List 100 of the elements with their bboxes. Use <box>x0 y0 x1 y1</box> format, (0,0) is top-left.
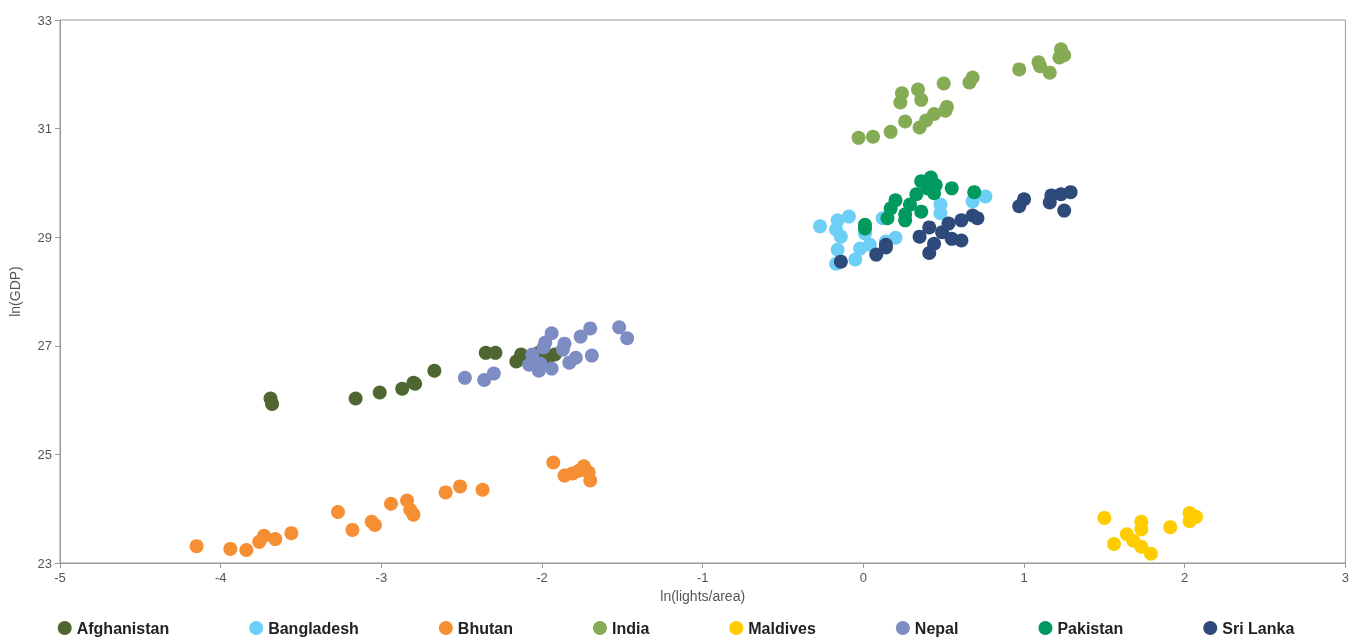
point <box>223 541 238 556</box>
point <box>933 206 948 221</box>
point <box>965 70 980 85</box>
y-tick-label: 31 <box>37 121 52 137</box>
point <box>457 370 472 385</box>
point <box>372 385 387 400</box>
point <box>330 504 345 519</box>
x-tick-label: -1 <box>696 570 709 585</box>
point <box>1097 510 1112 525</box>
point <box>922 220 937 235</box>
x-tick-label: 2 <box>1181 570 1189 585</box>
x-tick-label: 1 <box>1020 570 1028 585</box>
point <box>954 233 969 248</box>
point <box>583 473 598 488</box>
point <box>257 528 272 543</box>
point <box>922 245 937 260</box>
point <box>883 124 898 139</box>
point <box>477 373 492 388</box>
point <box>1057 203 1072 218</box>
point <box>384 496 398 511</box>
x-tick-label: -3 <box>375 570 388 585</box>
legend-label: Bhutan <box>457 619 513 637</box>
x-tick-label: -4 <box>214 570 227 585</box>
x-tick-label: -5 <box>54 570 66 585</box>
legend-label: India <box>611 619 650 637</box>
point <box>612 320 627 335</box>
point <box>486 366 501 381</box>
point <box>833 254 848 269</box>
point <box>583 321 598 336</box>
point <box>475 482 490 497</box>
point <box>1033 59 1048 74</box>
point <box>406 507 421 522</box>
legend-label: Nepal <box>914 619 959 637</box>
point <box>866 129 881 144</box>
point <box>936 76 951 91</box>
point <box>620 331 635 346</box>
x-tick-label: 0 <box>859 570 867 585</box>
point <box>536 340 551 355</box>
point <box>1012 62 1027 77</box>
y-tick-label: 33 <box>37 12 52 28</box>
point <box>841 209 856 224</box>
x-tick-label: -2 <box>536 570 548 585</box>
point <box>189 539 204 554</box>
point <box>544 326 559 341</box>
point <box>284 526 299 541</box>
point <box>265 396 280 411</box>
point <box>967 185 982 200</box>
legend-label: Maldives <box>748 619 816 637</box>
point <box>833 229 848 244</box>
point <box>869 247 884 262</box>
point <box>488 345 503 360</box>
legend-label: Pakistan <box>1057 619 1124 637</box>
point <box>239 542 254 557</box>
point <box>568 350 583 365</box>
x-tick-label: 3 <box>1341 570 1349 585</box>
point <box>1107 537 1122 551</box>
point <box>939 99 954 114</box>
point <box>1017 192 1032 207</box>
point <box>1134 539 1149 554</box>
point <box>912 229 927 244</box>
point <box>894 86 909 101</box>
point <box>557 336 572 351</box>
point <box>914 204 929 219</box>
legend-label: Afghanistan <box>76 619 170 637</box>
point <box>851 130 866 145</box>
legend-label: Bangladesh <box>268 619 359 637</box>
point <box>438 485 453 500</box>
point <box>544 361 559 376</box>
point <box>584 348 599 363</box>
point <box>914 92 929 107</box>
y-tick-label: 29 <box>37 229 52 245</box>
point <box>348 391 363 406</box>
point <box>970 211 985 226</box>
point <box>1042 65 1057 80</box>
point <box>268 532 283 547</box>
x-axis-title: ln(lights/area) <box>660 587 746 604</box>
point <box>1163 520 1178 535</box>
y-tick-label: 25 <box>37 446 52 462</box>
legend-label: Sri Lanka <box>1222 619 1295 637</box>
point <box>898 114 913 129</box>
point <box>573 329 588 344</box>
point <box>546 455 561 470</box>
point <box>927 106 942 121</box>
point <box>888 230 903 245</box>
point <box>453 479 468 494</box>
point <box>978 189 993 204</box>
point <box>395 381 410 396</box>
point <box>830 242 845 257</box>
point <box>941 216 956 231</box>
point <box>427 363 442 378</box>
y-tick-label: 23 <box>37 555 52 571</box>
point <box>848 252 863 267</box>
point <box>1143 546 1158 561</box>
point <box>954 213 969 228</box>
point <box>1063 185 1078 200</box>
y-tick-label: 27 <box>37 338 52 354</box>
point <box>345 522 360 537</box>
y-axis-title: ln(GDP) <box>7 266 23 317</box>
point <box>902 197 917 212</box>
point <box>944 181 959 196</box>
